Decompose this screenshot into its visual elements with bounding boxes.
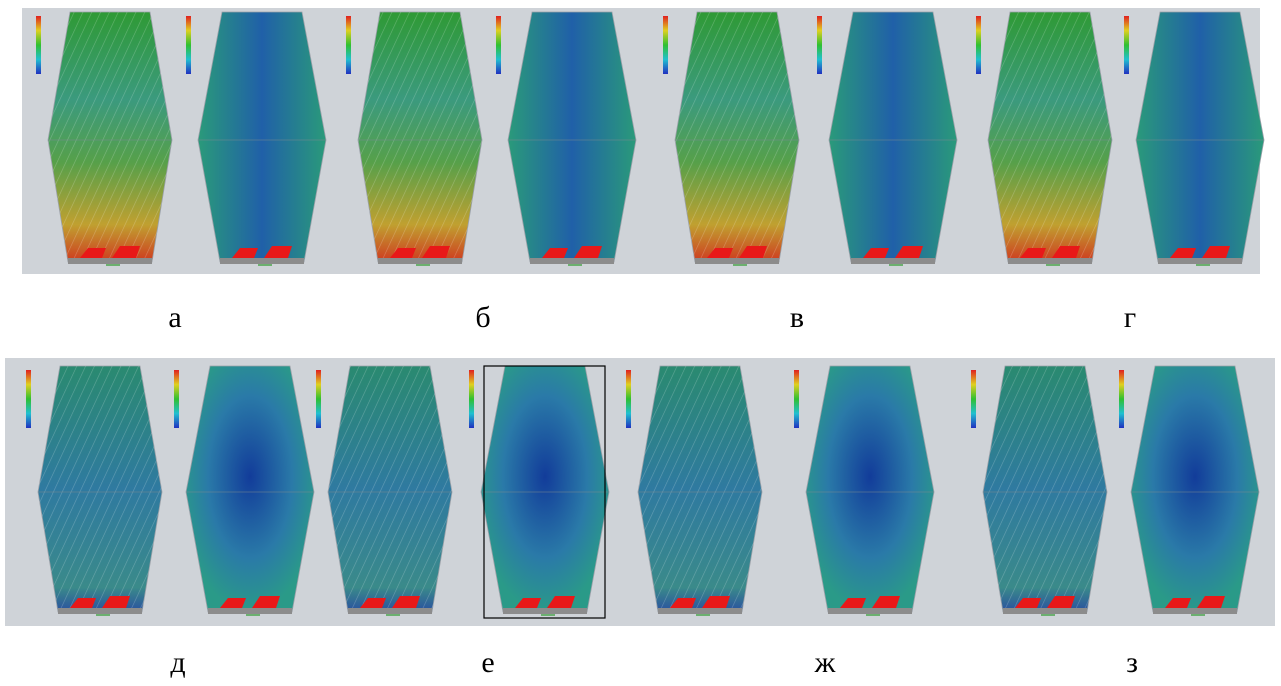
page: {"labels": ["а", "б", "в", "г", "д", "е"… — [0, 0, 1281, 686]
base — [348, 608, 432, 614]
contour-view — [829, 12, 957, 262]
colorbar — [26, 370, 31, 428]
panel-label: д — [170, 646, 185, 679]
colorbar — [817, 16, 822, 74]
base — [658, 608, 742, 614]
base — [1008, 258, 1092, 264]
streamlines — [328, 366, 452, 612]
base — [828, 608, 912, 614]
panel-label: а — [168, 301, 181, 334]
colorbar — [316, 370, 321, 428]
panel-label: з — [1126, 646, 1138, 679]
colorbar — [626, 370, 631, 428]
base — [220, 258, 304, 264]
colorbar — [186, 16, 191, 74]
colorbar — [971, 370, 976, 428]
contour-view — [508, 12, 636, 262]
colorbar — [976, 16, 981, 74]
streamlines — [675, 12, 799, 262]
contour-view — [186, 366, 314, 612]
colorbar — [1119, 370, 1124, 428]
streamlines — [358, 12, 482, 262]
streamlines — [38, 366, 162, 612]
contour-view — [481, 366, 609, 612]
colorbar — [174, 370, 179, 428]
panel-label: ж — [814, 646, 836, 679]
colorbar — [36, 16, 41, 74]
streamlines — [983, 366, 1107, 612]
colorbar — [663, 16, 668, 74]
panel-label: в — [790, 301, 804, 334]
base — [503, 608, 587, 614]
base — [695, 258, 779, 264]
figure: а б в г д е ж з — [0, 0, 1281, 686]
base — [58, 608, 142, 614]
panel-label: е — [481, 646, 494, 679]
panel-label: б — [475, 301, 490, 334]
contour-view — [1136, 12, 1264, 262]
base — [530, 258, 614, 264]
contour-view — [198, 12, 326, 262]
streamlines — [988, 12, 1112, 262]
base — [1003, 608, 1087, 614]
panel-label: г — [1124, 301, 1136, 334]
colorbar — [496, 16, 501, 74]
base — [851, 258, 935, 264]
streamlines — [638, 366, 762, 612]
contour-view — [806, 366, 934, 612]
colorbar — [794, 370, 799, 428]
base — [378, 258, 462, 264]
base — [1158, 258, 1242, 264]
colorbar — [469, 370, 474, 428]
base — [208, 608, 292, 614]
base — [1153, 608, 1237, 614]
base — [68, 258, 152, 264]
colorbar — [346, 16, 351, 74]
streamlines — [48, 12, 172, 262]
colorbar — [1124, 16, 1129, 74]
contour-view — [1131, 366, 1259, 612]
